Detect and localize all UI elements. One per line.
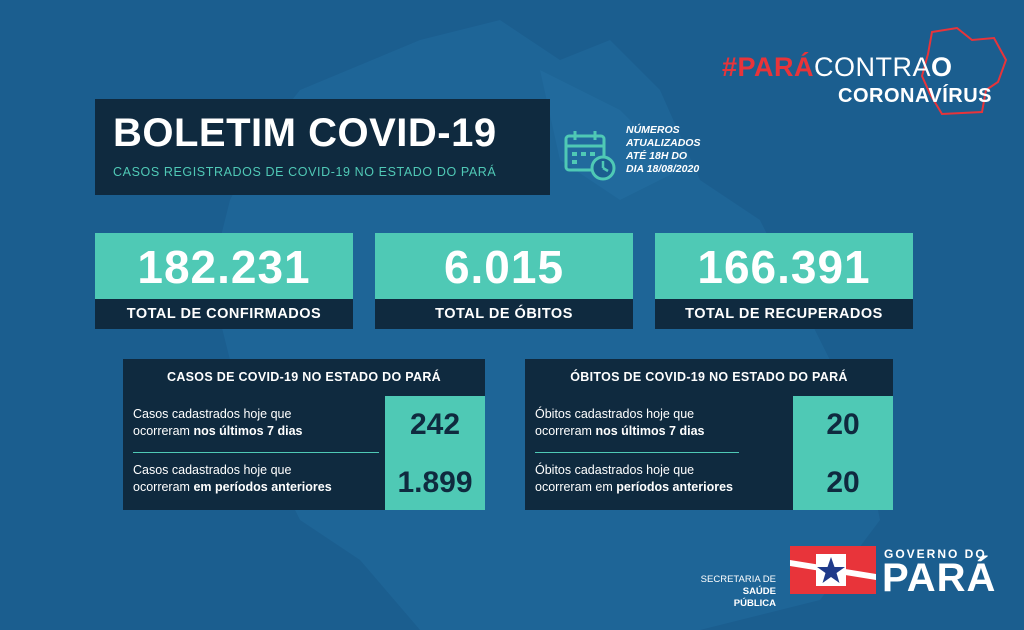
stat-label: TOTAL DE CONFIRMADOS [95, 299, 353, 329]
deaths-panel-body: Óbitos cadastrados hoje que ocorreram no… [525, 396, 893, 510]
calendar-clock-icon [564, 131, 616, 181]
cases-values: 242 1.899 [385, 396, 485, 510]
stat-confirmed: 182.231 TOTAL DE CONFIRMADOS [95, 233, 353, 329]
gov-state: PARÁ [882, 556, 997, 600]
cases-value-previous: 1.899 [397, 466, 473, 499]
para-flag-star-icon [790, 546, 876, 594]
cases-value-recent: 242 [409, 408, 461, 441]
divider [133, 452, 379, 453]
deaths-panel-header: ÓBITOS DE COVID-19 NO ESTADO DO PARÁ [525, 359, 893, 396]
title-box: BOLETIM COVID-19 CASOS REGISTRADOS DE CO… [95, 99, 550, 195]
secretaria-label: SECRETARIA DE SAÚDE PÚBLICA [700, 574, 776, 609]
gov-label: GOVERNO DO [884, 547, 987, 561]
deaths-values: 20 20 [793, 396, 893, 510]
page-subtitle: CASOS REGISTRADOS DE COVID-19 NO ESTADO … [113, 165, 497, 179]
divider [535, 452, 739, 453]
stat-label: TOTAL DE RECUPERADOS [655, 299, 913, 329]
para-map-outline-icon [920, 26, 1008, 116]
deaths-row-previous: Óbitos cadastrados hoje que ocorreram em… [535, 463, 733, 494]
stat-value: 166.391 [655, 233, 913, 299]
stat-recovered: 166.391 TOTAL DE RECUPERADOS [655, 233, 913, 329]
stat-deaths: 6.015 TOTAL DE ÓBITOS [375, 233, 633, 329]
cases-row-previous: Casos cadastrados hoje que ocorreram em … [133, 463, 332, 494]
campaign-headline: #PARÁCONTRAO [722, 52, 953, 82]
deaths-row-recent: Óbitos cadastrados hoje que ocorreram no… [535, 407, 705, 438]
cases-row-recent: Casos cadastrados hoje que ocorreram nos… [133, 407, 303, 438]
deaths-value-recent: 20 [826, 408, 860, 441]
campaign-subline: CORONAVÍRUS [838, 85, 993, 107]
stat-value: 182.231 [95, 233, 353, 299]
stat-label: TOTAL DE ÓBITOS [375, 299, 633, 329]
stat-value: 6.015 [375, 233, 633, 299]
page-title: BOLETIM COVID-19 [113, 111, 497, 155]
cases-panel-body: Casos cadastrados hoje que ocorreram nos… [123, 396, 485, 510]
cases-panel-header: CASOS DE COVID-19 NO ESTADO DO PARÁ [123, 359, 485, 396]
campaign-logo: #PARÁCONTRAO CORONAVÍRUS [722, 26, 1012, 122]
deaths-value-previous: 20 [826, 466, 860, 499]
update-note: NÚMEROS ATUALIZADOS ATÉ 18H DO DIA 18/08… [626, 124, 701, 175]
